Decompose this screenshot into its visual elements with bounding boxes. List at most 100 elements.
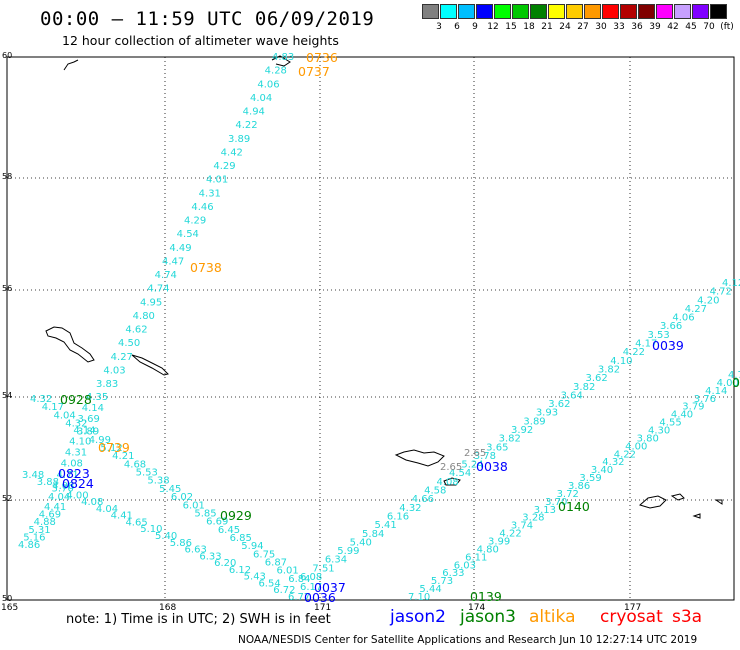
lat-tick-label: 58: [2, 172, 12, 181]
swh-label: 3.99: [488, 537, 510, 548]
satellite-label-s3a: s3a: [672, 607, 703, 627]
legend-tick-label: 70: [703, 22, 715, 32]
legend-swatch: [656, 4, 673, 19]
time-label: 0737: [298, 64, 330, 79]
swh-label: 7.51: [312, 563, 334, 574]
swh-label: 4.21: [112, 451, 134, 462]
swh-label: 3.65: [486, 442, 508, 453]
swh-label: 4.54: [177, 229, 199, 240]
swh-label: 4.46: [191, 202, 213, 213]
swh-label: 4.55: [659, 418, 681, 429]
swh-label: 4.00: [625, 441, 647, 452]
swh-label: 5.41: [374, 520, 396, 531]
swh-label: 3.74: [511, 521, 533, 532]
swh-label: 4.00: [66, 490, 88, 501]
swh-label: 4.06: [257, 79, 279, 90]
swh-label: 3.79: [682, 402, 704, 413]
swh-label: 6.77: [288, 592, 310, 603]
swh-label: 4.22: [499, 529, 521, 540]
swh-label: 3.40: [591, 465, 613, 476]
swh-label: 4.95: [140, 297, 162, 308]
swh-label: 4.99: [89, 435, 111, 446]
swh-label: 3.64: [561, 390, 583, 401]
swh-label: 4.08: [437, 477, 459, 488]
satellite-label-cryosat: cryosat: [600, 607, 663, 627]
swh-label: 5.53: [136, 468, 158, 479]
map-subtitle: 12 hour collection of altimeter wave hei…: [62, 33, 339, 48]
time-label: 0139: [470, 589, 502, 604]
swh-label: 3.82: [598, 364, 620, 375]
swh-label: 4.00: [717, 378, 739, 389]
swh-label: 4.04: [48, 492, 70, 503]
legend-swatch: [692, 4, 709, 19]
swh-label: 4.17: [42, 402, 64, 413]
time-label: 0038: [476, 459, 508, 474]
swh-label: 6.20: [214, 558, 236, 569]
swh-label: 3.48: [22, 470, 44, 481]
swh-label: 6.01: [183, 500, 205, 511]
legend-tick-label: 45: [685, 22, 697, 32]
swh-label: 6.54: [258, 578, 280, 589]
legend-tick-label: 36: [631, 22, 643, 32]
swh-label: 5.85: [194, 508, 216, 519]
swh-label: 5.99: [337, 546, 359, 557]
swh-label: 4.04: [96, 504, 118, 515]
swh-label: 4.12: [722, 278, 740, 289]
swh-label: 5.73: [431, 576, 453, 587]
swh-label: 5.38: [147, 476, 169, 487]
swh-label: 4.08: [61, 459, 83, 470]
swh-label: 3.28: [522, 513, 544, 524]
swh-label: 4.62: [125, 325, 147, 336]
swh-label: 3.92: [511, 425, 533, 436]
swh-label: 3.53: [648, 330, 670, 341]
swh-label: 3.59: [579, 473, 601, 484]
legend-tick-label: 24: [559, 22, 571, 32]
graticule: [6, 56, 734, 601]
swh-label: 4.31: [199, 188, 221, 199]
swh-label: 3.86: [568, 481, 590, 492]
swh-label: 5.24: [461, 460, 483, 471]
swh-label: 4.03: [103, 365, 125, 376]
legend-tick-label: 3: [436, 22, 442, 32]
swh-label: 6.11: [465, 552, 487, 563]
swh-label: 4.10: [610, 356, 632, 367]
swh-label: 4.27: [685, 304, 707, 315]
swh-label: 4.06: [672, 313, 694, 324]
swh-label: 3.78: [474, 451, 496, 462]
time-label: 0738: [190, 260, 222, 275]
swh-label: 6.03: [454, 560, 476, 571]
lat-tick-label: 54: [2, 391, 12, 400]
swh-label: 4.65: [125, 517, 147, 528]
legend-tick-label: 33: [613, 22, 625, 32]
satellite-label-jason3: jason3: [460, 607, 516, 627]
map-title: 00:00 – 11:59 UTC 06/09/2019: [40, 8, 375, 30]
axis-labels: 165 168 171 174 177 60 58 56 54 52 50: [1, 51, 641, 613]
swh-label: 6.87: [265, 557, 287, 568]
credit-line: NOAA/NESDIS Center for Satellite Applica…: [238, 634, 698, 646]
swh-label: 4.41: [44, 502, 66, 513]
lon-tick-label: 171: [314, 603, 331, 613]
legend-tick-label: 30: [595, 22, 607, 32]
swh-label: 5.10: [140, 524, 162, 535]
lat-tick-label: 50: [2, 594, 12, 603]
swh-label: 6.34: [325, 555, 347, 566]
swh-label: 4.08: [52, 481, 74, 492]
swh-label: 4.22: [235, 120, 257, 131]
time-label: 0037: [314, 580, 346, 595]
legend-swatch: [710, 4, 727, 19]
legend-swatch: [458, 4, 475, 19]
legend-swatch: [440, 4, 457, 19]
swh-label: 4.88: [34, 517, 56, 528]
legend-swatch: [584, 4, 601, 19]
legend-tick-label: 39: [649, 22, 661, 32]
lon-tick-label: 168: [159, 603, 176, 613]
legend-swatch: [566, 4, 583, 19]
swh-label: 7.10: [408, 592, 430, 603]
swh-label: 6.85: [230, 533, 252, 544]
lon-tick-label: 165: [1, 603, 18, 613]
swh-label: 4.28: [265, 66, 287, 77]
swh-label: 3.72: [557, 489, 579, 500]
swh-label: 3.82: [499, 434, 521, 445]
swh-label: 6.33: [442, 568, 464, 579]
legend-tick-label: 12: [487, 22, 499, 32]
